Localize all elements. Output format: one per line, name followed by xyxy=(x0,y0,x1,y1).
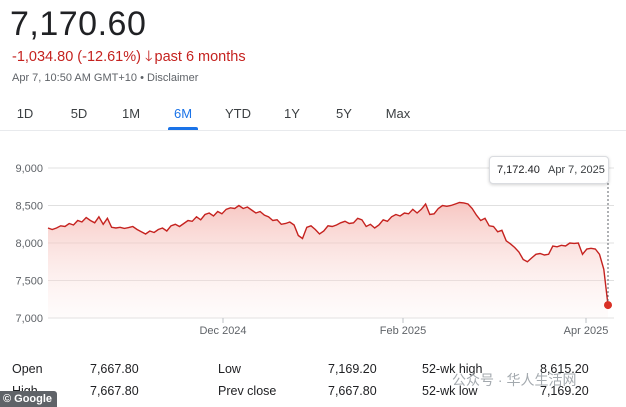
stat-value-open: 7,667.80 xyxy=(90,362,139,376)
last-price-dot xyxy=(604,301,612,310)
tab-ytd[interactable]: YTD xyxy=(225,106,251,121)
stat-value-52wk-low: 7,169.20 xyxy=(540,384,589,398)
tooltip-value: 7,172.40 xyxy=(497,164,540,176)
tooltip-date: Apr 7, 2025 xyxy=(548,164,605,176)
price-area xyxy=(48,202,608,318)
stat-value-52wk-high: 8,615.20 xyxy=(540,362,589,376)
stat-label-prev-close: Prev close xyxy=(218,384,277,398)
watermark: 公众号 · 华人生活网 xyxy=(452,372,577,388)
stat-label-52wk-low: 52-wk low xyxy=(422,384,478,398)
range-tabs: 1D 5D 1M 6M YTD 1Y 5Y Max xyxy=(0,100,420,130)
y-tick-label: 7,000 xyxy=(15,313,43,325)
x-tick-label: Dec 2024 xyxy=(199,325,246,337)
tab-1y[interactable]: 1Y xyxy=(284,106,300,121)
tab-1d[interactable]: 1D xyxy=(16,106,34,121)
tab-6m[interactable]: 6M xyxy=(164,100,202,130)
x-tick-label: Feb 2025 xyxy=(380,325,426,337)
disclaimer-link[interactable]: Disclaimer xyxy=(147,72,199,84)
tab-1m[interactable]: 1M xyxy=(121,106,141,121)
y-tick-label: 9,000 xyxy=(15,163,43,175)
x-tick-label: Apr 2025 xyxy=(564,325,609,337)
tab-5d[interactable]: 5D xyxy=(70,106,88,121)
google-logo: © Google xyxy=(0,391,58,407)
tab-5y[interactable]: 5Y xyxy=(336,106,352,121)
arrow-down-icon: 🡓 xyxy=(144,49,153,65)
stats-row: Open 7,667.80 Low 7,169.20 52-wk high 8,… xyxy=(12,358,620,380)
stat-value-low: 7,169.20 xyxy=(328,362,377,376)
index-price: 7,170.60 xyxy=(10,5,147,43)
price-chart[interactable]: 9,000 8,500 8,000 7,500 7,000 Dec 2024 Feb 202… xyxy=(0,145,626,345)
change-value: -1,034.80 (-12.61%) xyxy=(12,49,141,65)
stat-value-prev-close: 7,667.80 xyxy=(328,384,377,398)
price-change: -1,034.80 (-12.61%) 🡓 past 6 months xyxy=(12,46,246,71)
hover-tooltip: 7,172.40 Apr 7, 2025 xyxy=(489,156,609,184)
tab-max[interactable]: Max xyxy=(385,106,411,121)
change-period: past 6 months xyxy=(154,49,246,65)
y-tick-label: 7,500 xyxy=(15,276,43,288)
timestamp-line: Apr 7, 10:50 AM GMT+10 • Disclaimer xyxy=(12,72,199,84)
stat-label-52wk-high: 52-wk high xyxy=(422,362,483,376)
tabs-divider xyxy=(0,130,626,131)
stat-label-open: Open xyxy=(12,362,43,376)
stat-label-low: Low xyxy=(218,362,241,376)
timestamp: Apr 7, 10:50 AM GMT+10 xyxy=(12,72,138,84)
y-tick-label: 8,000 xyxy=(15,238,43,250)
y-tick-label: 8,500 xyxy=(15,201,43,213)
stat-value-high: 7,667.80 xyxy=(90,384,139,398)
price-line xyxy=(47,201,609,306)
